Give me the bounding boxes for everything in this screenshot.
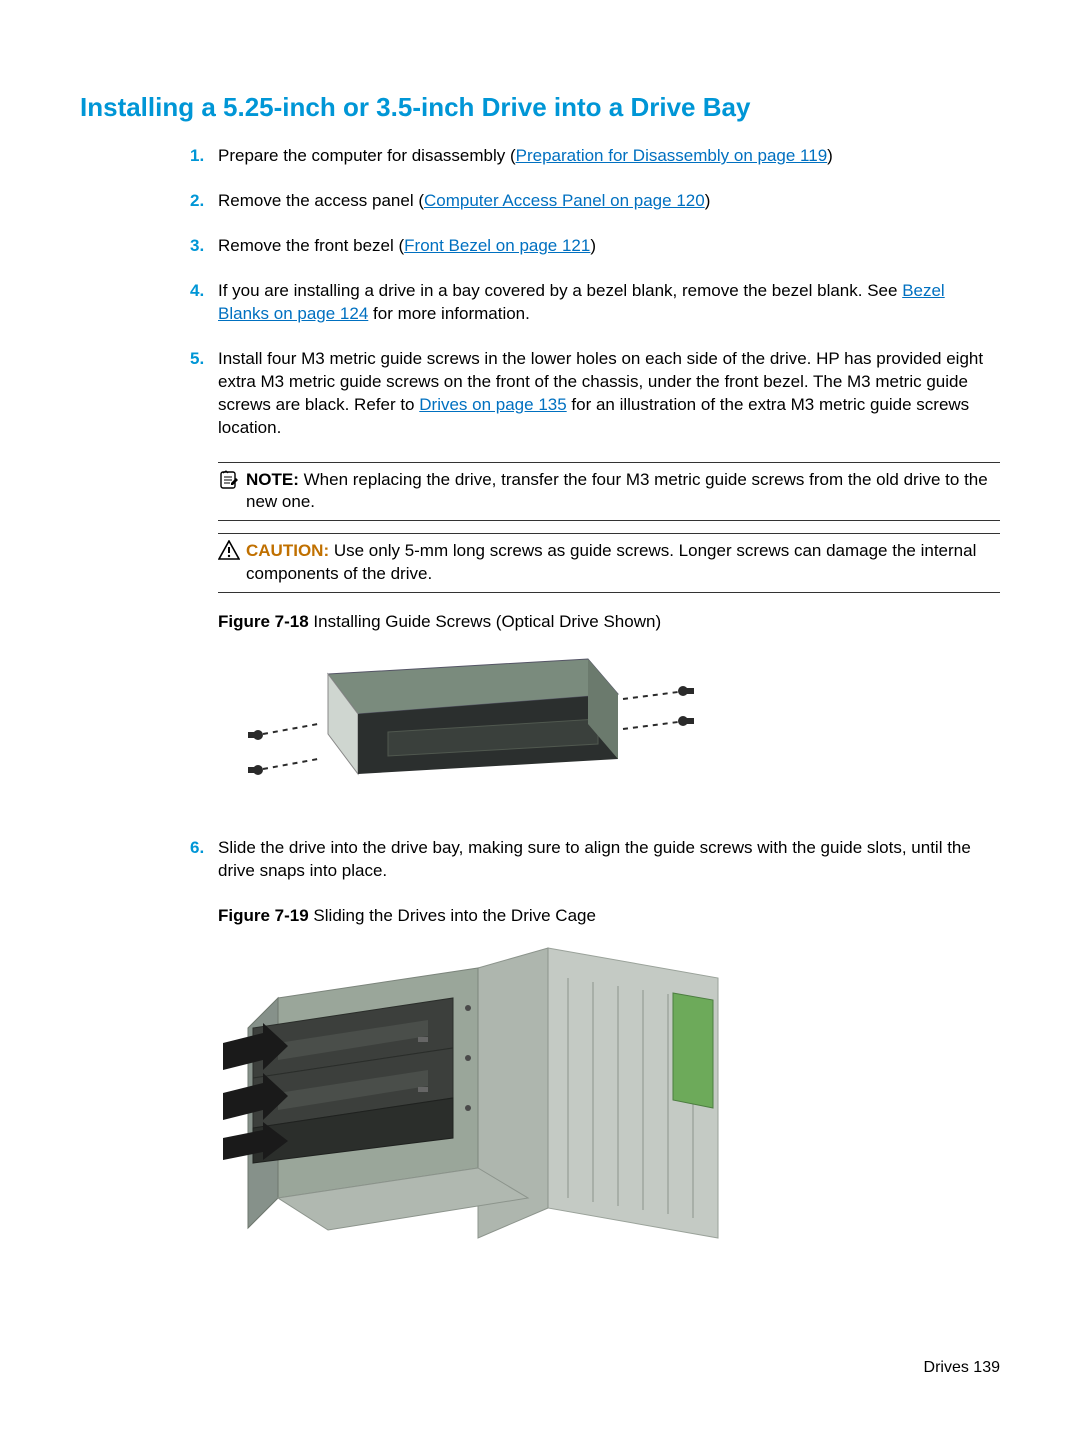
step-text: Prepare the computer for disassembly (: [218, 146, 516, 165]
step-text-tail: ): [705, 191, 711, 210]
step-2: 2. Remove the access panel (Computer Acc…: [190, 190, 1000, 213]
section-title: Installing a 5.25-inch or 3.5-inch Drive…: [80, 90, 1000, 125]
footer-page-number: 139: [969, 1359, 1000, 1376]
step-6: 6. Slide the drive into the drive bay, m…: [190, 837, 1000, 883]
step-text: Remove the front bezel (: [218, 236, 404, 255]
step-number: 2.: [190, 190, 204, 213]
figure-19-caption: Figure 7-19 Sliding the Drives into the …: [218, 905, 1000, 928]
caution-label: CAUTION:: [246, 541, 329, 560]
step-text-tail: ): [590, 236, 596, 255]
note-text: When replacing the drive, transfer the f…: [246, 470, 988, 512]
footer-section: Drives: [924, 1359, 969, 1376]
note-label: NOTE:: [246, 470, 299, 489]
figure-caption-text: Installing Guide Screws (Optical Drive S…: [309, 612, 661, 631]
step-number: 1.: [190, 145, 204, 168]
step-text: Slide the drive into the drive bay, maki…: [218, 838, 971, 880]
step-4: 4. If you are installing a drive in a ba…: [190, 280, 1000, 326]
caution-icon: [218, 540, 240, 560]
link-access-panel[interactable]: Computer Access Panel on page 120: [424, 191, 705, 210]
caution-callout: CAUTION: Use only 5-mm long screws as gu…: [218, 533, 1000, 593]
link-prep-disassembly[interactable]: Preparation for Disassembly on page 119: [516, 146, 828, 165]
page-footer: Drives 139: [924, 1357, 1000, 1379]
steps-list: 1. Prepare the computer for disassembly …: [80, 145, 1000, 439]
figure-18-caption: Figure 7-18 Installing Guide Screws (Opt…: [218, 611, 1000, 634]
figure-19-image: [218, 938, 1000, 1275]
steps-list-continued: 6. Slide the drive into the drive bay, m…: [80, 837, 1000, 883]
step-text-tail: for more information.: [368, 304, 530, 323]
link-drives[interactable]: Drives on page 135: [419, 395, 566, 414]
note-callout: NOTE: When replacing the drive, transfer…: [218, 462, 1000, 522]
step-1: 1. Prepare the computer for disassembly …: [190, 145, 1000, 168]
figure-18-image: [218, 644, 1000, 811]
step-5: 5. Install four M3 metric guide screws i…: [190, 348, 1000, 440]
step-3: 3. Remove the front bezel (Front Bezel o…: [190, 235, 1000, 258]
figure-label: Figure 7-19: [218, 906, 309, 925]
step-number: 4.: [190, 280, 204, 303]
step-text: If you are installing a drive in a bay c…: [218, 281, 902, 300]
figure-caption-text: Sliding the Drives into the Drive Cage: [309, 906, 596, 925]
step-number: 3.: [190, 235, 204, 258]
step-number: 6.: [190, 837, 204, 860]
caution-text: Use only 5-mm long screws as guide screw…: [246, 541, 976, 583]
note-icon: [218, 469, 240, 491]
figure-label: Figure 7-18: [218, 612, 309, 631]
step-number: 5.: [190, 348, 204, 371]
step-text-tail: ): [827, 146, 833, 165]
link-front-bezel[interactable]: Front Bezel on page 121: [404, 236, 590, 255]
step-text: Remove the access panel (: [218, 191, 424, 210]
